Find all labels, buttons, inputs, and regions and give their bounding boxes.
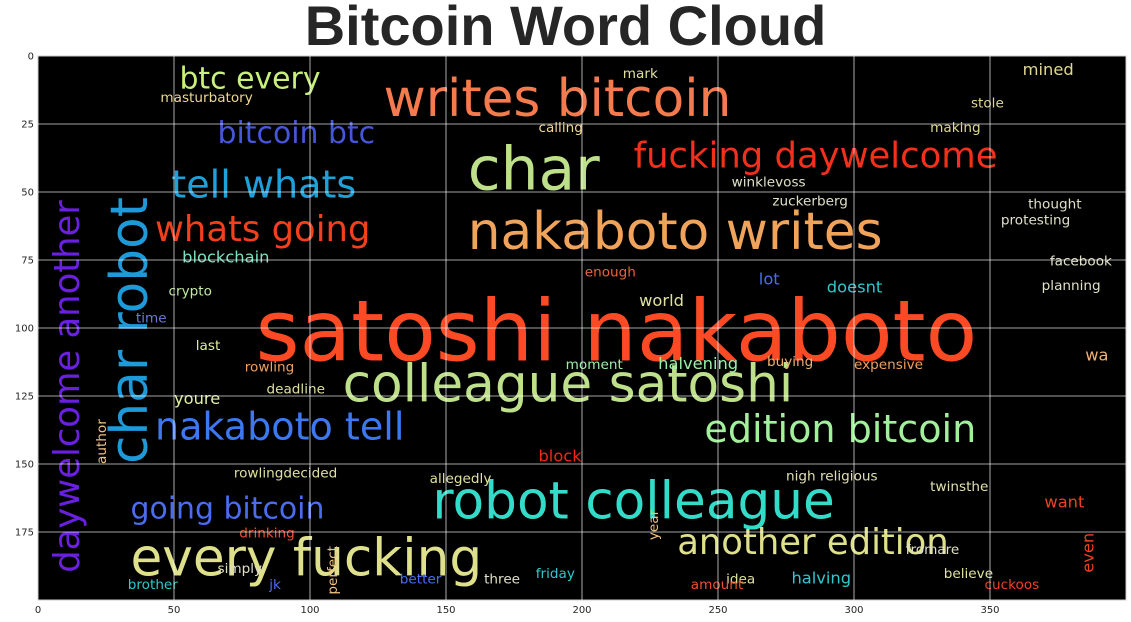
- x-tick-label-0: 0: [35, 605, 41, 616]
- word-47: friday: [536, 566, 575, 582]
- word-63: even: [1078, 533, 1097, 573]
- y-axis-ticks: 0 25 50 75 100 125 150 175: [15, 52, 34, 539]
- word-28: planning: [1042, 278, 1101, 294]
- word-50: believe: [944, 566, 993, 582]
- word-22: crypto: [169, 283, 212, 299]
- word-29: enough: [585, 264, 636, 280]
- word-61: author: [94, 419, 110, 464]
- word-34: rowling: [245, 360, 295, 376]
- word-31: moment: [566, 357, 623, 373]
- word-27: facebook: [1050, 253, 1112, 269]
- word-36: youre: [174, 389, 220, 408]
- x-tick-label-5: 250: [708, 605, 727, 616]
- x-axis-ticks: 0 50 100 150 200 250 300 350: [35, 605, 1000, 616]
- word-19: stole: [971, 96, 1004, 112]
- word-15: tell whats: [171, 162, 356, 206]
- word-33: expensive: [854, 357, 923, 373]
- y-tick-label-7: 175: [15, 528, 34, 539]
- word-20: making: [930, 120, 980, 136]
- word-38: block: [538, 446, 582, 465]
- word-54: thought: [1028, 196, 1081, 212]
- word-35: deadline: [266, 381, 324, 397]
- word-43: want: [1044, 493, 1084, 512]
- word-68: simply: [218, 561, 263, 577]
- word-12: going bitcoin: [130, 491, 324, 526]
- word-52: winklevoss: [732, 175, 806, 191]
- word-59: year: [646, 509, 662, 540]
- word-46: better: [400, 572, 442, 588]
- word-49: halving: [791, 569, 851, 588]
- y-tick-label-5: 125: [15, 392, 34, 403]
- word-14: btc every: [179, 62, 320, 97]
- word-9: edition bitcoin: [704, 407, 976, 451]
- word-23: time: [136, 311, 167, 327]
- word-40: allegedly: [430, 471, 492, 487]
- x-tick-label-7: 350: [980, 605, 999, 616]
- x-tick-label-3: 150: [436, 605, 455, 616]
- word-1: nakaboto writes: [468, 202, 883, 262]
- word-58: mark: [623, 66, 658, 82]
- y-tick-label-6: 150: [15, 460, 34, 471]
- word-11: nakaboto tell: [155, 405, 405, 449]
- word-53: zuckerberg: [772, 194, 848, 210]
- word-24: world: [639, 291, 684, 310]
- word-30: halvening: [658, 354, 738, 373]
- y-tick-label-2: 50: [21, 188, 34, 199]
- word-0: satoshi nakaboto: [256, 283, 978, 381]
- word-32: buying: [767, 354, 813, 370]
- word-16: char robot: [100, 197, 160, 464]
- word-55: protesting: [1001, 213, 1070, 229]
- word-5: every fucking: [130, 529, 482, 589]
- word-4: robot colleague: [432, 471, 834, 531]
- word-67: fromare: [906, 542, 960, 558]
- chart-title: Bitcoin Word Cloud: [304, 0, 827, 57]
- y-tick-label-4: 100: [15, 324, 34, 335]
- word-10: another edition: [677, 522, 949, 563]
- x-tick-label-1: 50: [168, 605, 181, 616]
- word-layer: satoshi nakaboto nakaboto writes writes bi…: [47, 60, 1112, 595]
- y-tick-label-3: 75: [21, 256, 34, 267]
- word-2: writes bitcoin: [383, 69, 731, 129]
- y-tick-label-1: 25: [21, 120, 34, 131]
- word-39: rowlingdecided: [234, 466, 337, 482]
- word-56: masturbatory: [160, 90, 252, 106]
- word-18: mined: [1023, 60, 1074, 79]
- word-62: wa: [1085, 346, 1108, 365]
- y-tick-label-0: 0: [28, 52, 34, 63]
- word-17: daywelcome another: [47, 200, 88, 573]
- word-65: three: [484, 572, 520, 588]
- word-26: doesnt: [827, 278, 883, 297]
- x-tick-label-6: 300: [844, 605, 863, 616]
- word-6: char: [468, 134, 600, 204]
- word-42: twinsthe: [930, 479, 988, 495]
- x-tick-label-4: 200: [572, 605, 591, 616]
- word-57: calling: [538, 120, 582, 136]
- word-21: blockchain: [182, 248, 269, 267]
- word-44: drinking: [239, 525, 295, 541]
- word-37: last: [196, 338, 221, 354]
- word-64: jk: [268, 577, 281, 593]
- word-8: whats going: [155, 209, 370, 250]
- word-13: bitcoin btc: [218, 116, 376, 151]
- word-25: lot: [759, 269, 780, 288]
- x-tick-label-2: 100: [300, 605, 319, 616]
- word-51: cuckoos: [985, 577, 1040, 593]
- word-48: idea: [726, 572, 755, 588]
- grid-lines: [38, 56, 1126, 600]
- word-66: amount: [691, 577, 743, 593]
- word-41: nigh religious: [786, 468, 878, 484]
- word-7: fucking daywelcome: [634, 136, 998, 177]
- word-60: perfect: [325, 546, 341, 595]
- word-45: brother: [128, 577, 179, 593]
